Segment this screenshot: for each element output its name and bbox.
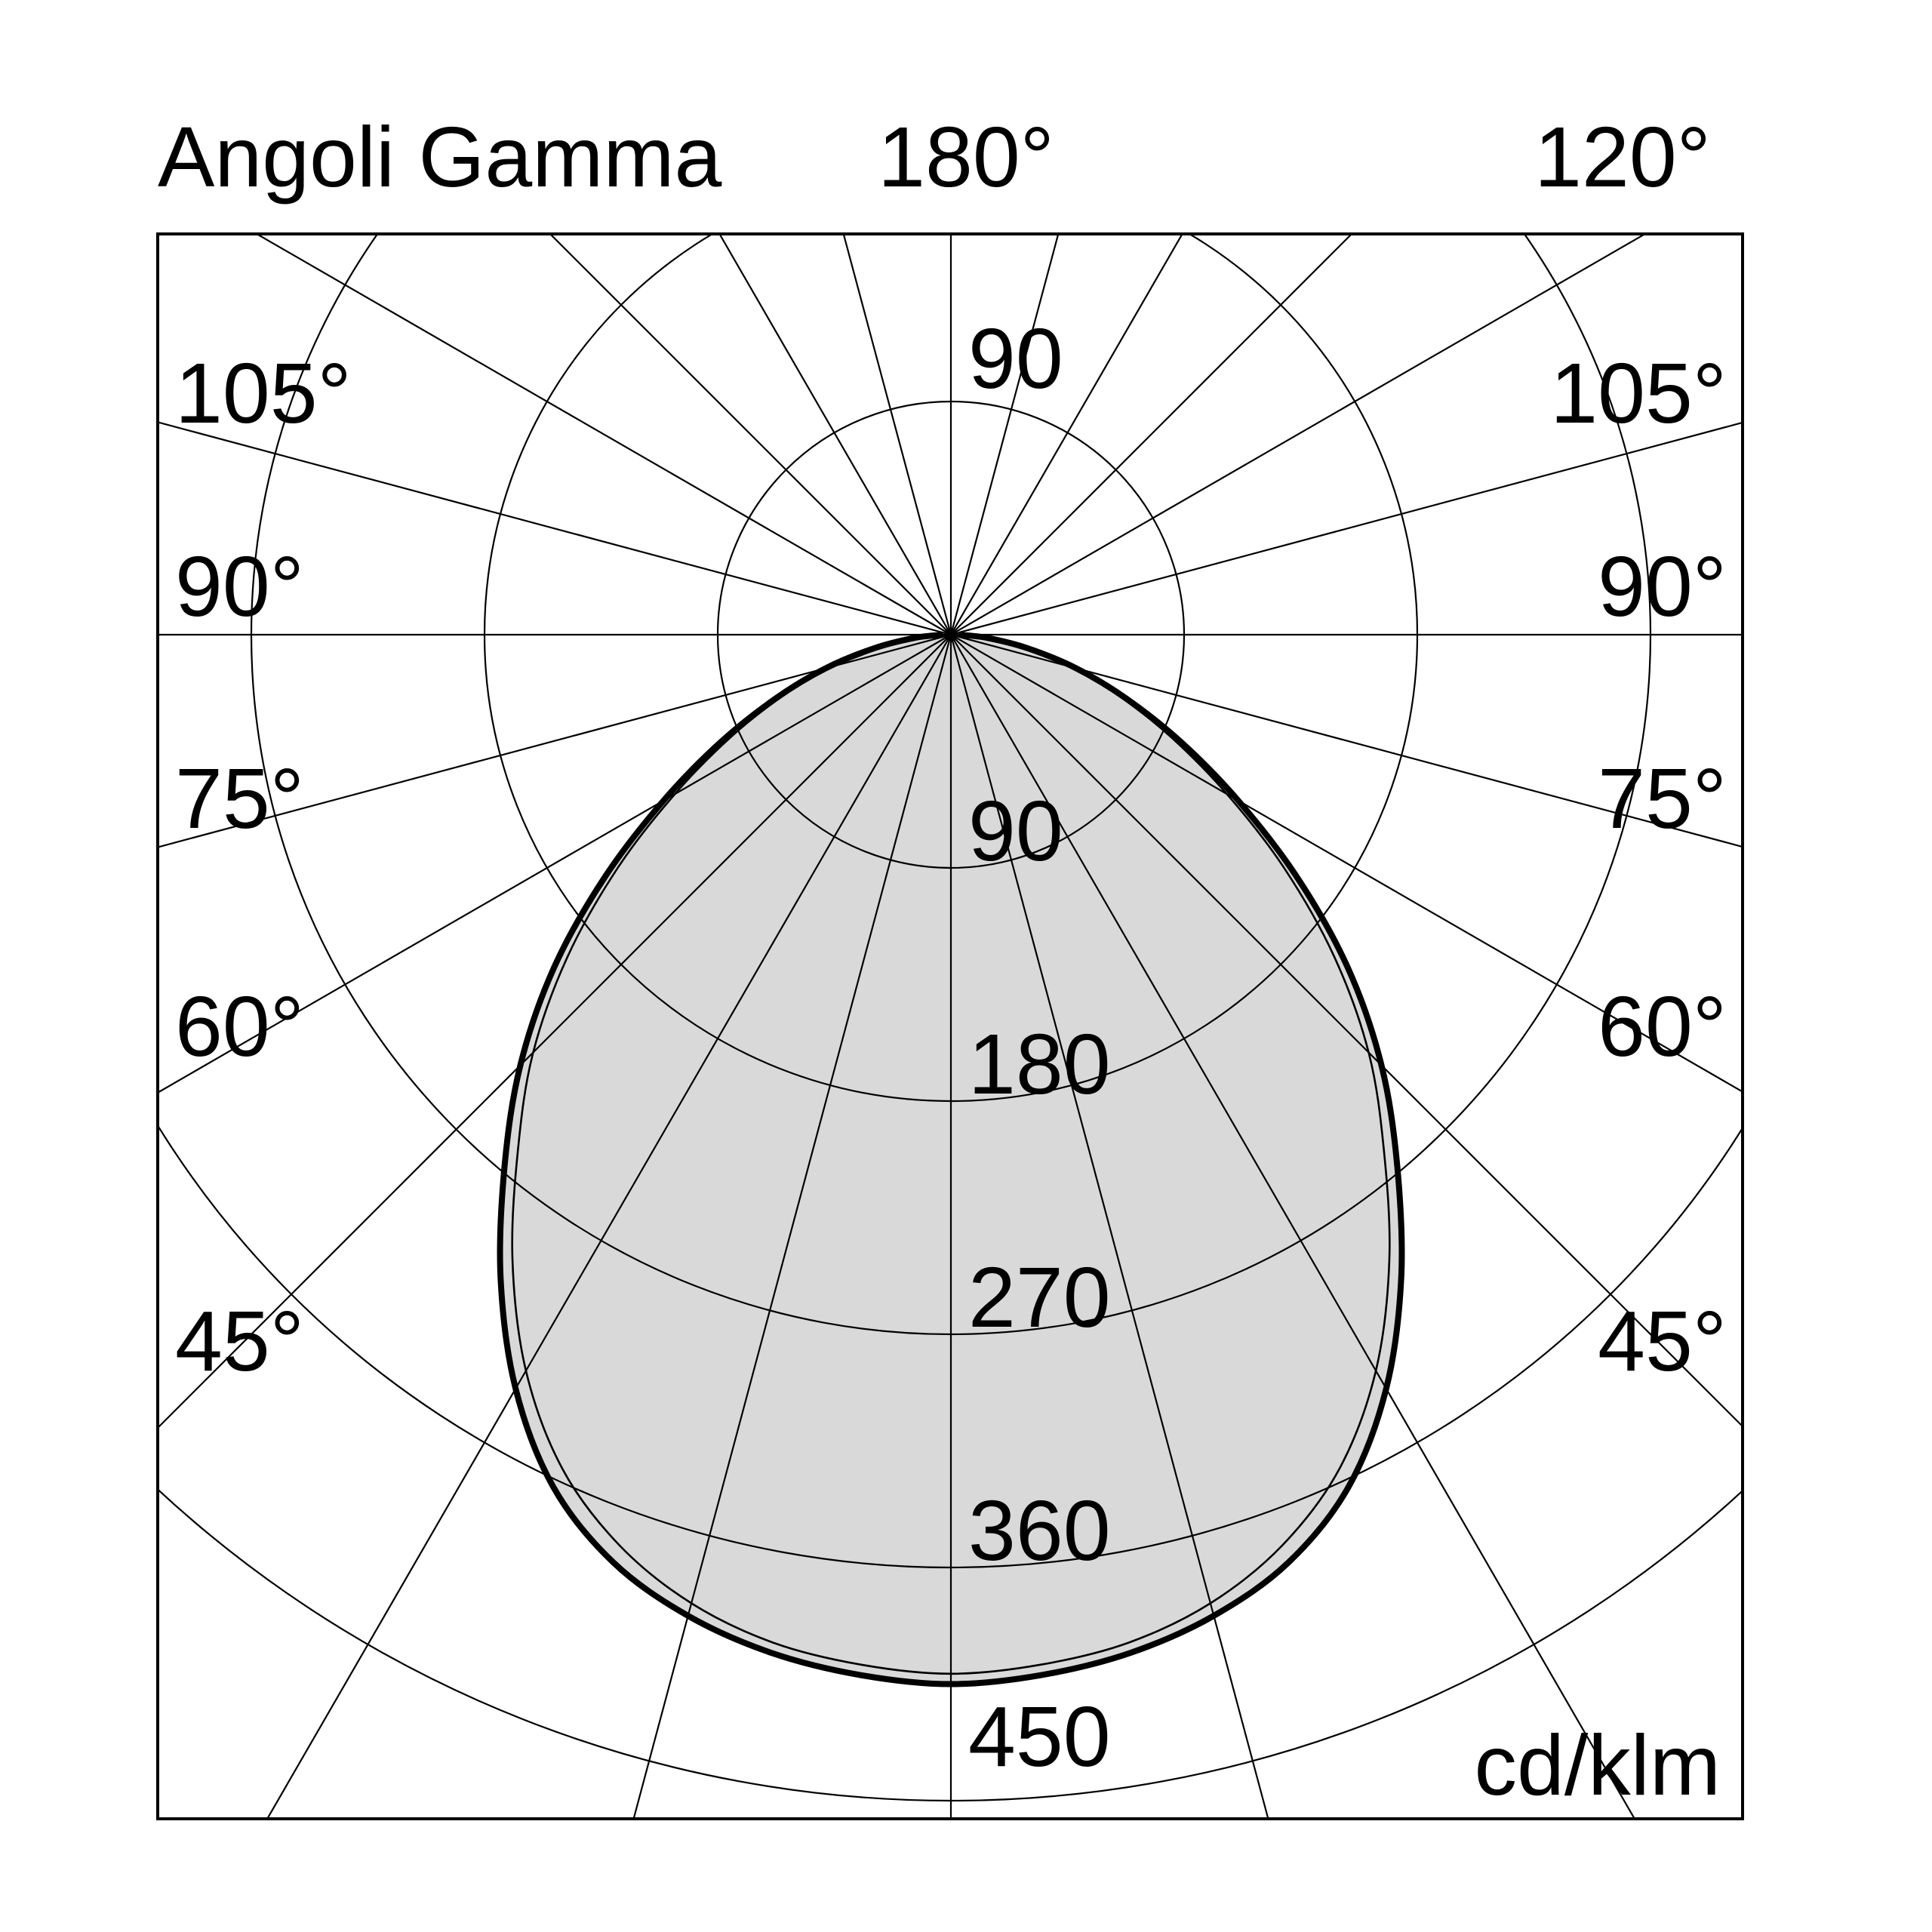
gamma-label-top-180: 180° xyxy=(878,109,1054,205)
polar-ray xyxy=(842,234,952,635)
polar-ray xyxy=(950,234,1183,635)
polar-ring-circle xyxy=(484,234,1418,1102)
polar-ray xyxy=(632,634,952,1819)
ring-label-270: 270 xyxy=(968,1250,1111,1345)
lobe-curve-outer xyxy=(497,632,1405,1687)
polar-ring-circle xyxy=(158,1123,1743,1568)
ring-label-360: 360 xyxy=(968,1483,1111,1578)
polar-ray xyxy=(950,421,1743,636)
gamma-label-top-120: 120° xyxy=(1534,109,1711,205)
plot-frame-layer xyxy=(156,232,1744,1820)
gamma-label-left-45: 45° xyxy=(175,1294,304,1389)
ring-label-450: 450 xyxy=(968,1689,1111,1784)
polar-ray xyxy=(950,634,1636,1819)
ring-label-90-upper: 90 xyxy=(968,311,1063,406)
polar-ring-circle xyxy=(716,400,1186,869)
gamma-label-right-75: 75° xyxy=(1598,751,1727,846)
polar-ray xyxy=(266,634,952,1819)
polar-ray xyxy=(949,634,1269,1819)
unit-label: cd/klm xyxy=(1475,1718,1721,1813)
gamma-label-left-60: 60° xyxy=(175,979,304,1074)
polar-ray xyxy=(158,633,952,848)
polar-ray xyxy=(158,634,952,1429)
gamma-label-left-90: 90° xyxy=(175,539,304,634)
gamma-label-left-75: 75° xyxy=(175,751,304,846)
polar-ray xyxy=(950,633,1743,848)
polar-ring-circle xyxy=(158,1487,1743,1801)
polar-ray xyxy=(255,234,952,635)
plot-border xyxy=(156,232,1744,1820)
gamma-label-right-60: 60° xyxy=(1598,979,1727,1074)
polar-ray xyxy=(549,234,952,635)
chart-title: Angoli Gamma xyxy=(158,109,722,205)
polar-ray xyxy=(718,234,952,635)
polar-ray xyxy=(949,234,1060,635)
gamma-label-left-105: 105° xyxy=(175,346,352,441)
polar-ring-circle xyxy=(251,234,1651,1335)
ring-label-90: 90 xyxy=(968,783,1063,878)
polar-ray xyxy=(950,634,1743,1428)
gamma-label-right-90: 90° xyxy=(1598,539,1727,634)
gamma-label-right-105: 105° xyxy=(1550,346,1727,441)
lobe-curve-inner xyxy=(511,633,1391,1675)
ring-label-180: 180 xyxy=(968,1017,1111,1112)
polar-ray xyxy=(950,234,1647,635)
polar-ray xyxy=(158,421,952,636)
polar-ray xyxy=(950,234,1353,635)
gamma-label-right-45: 45° xyxy=(1598,1294,1727,1389)
